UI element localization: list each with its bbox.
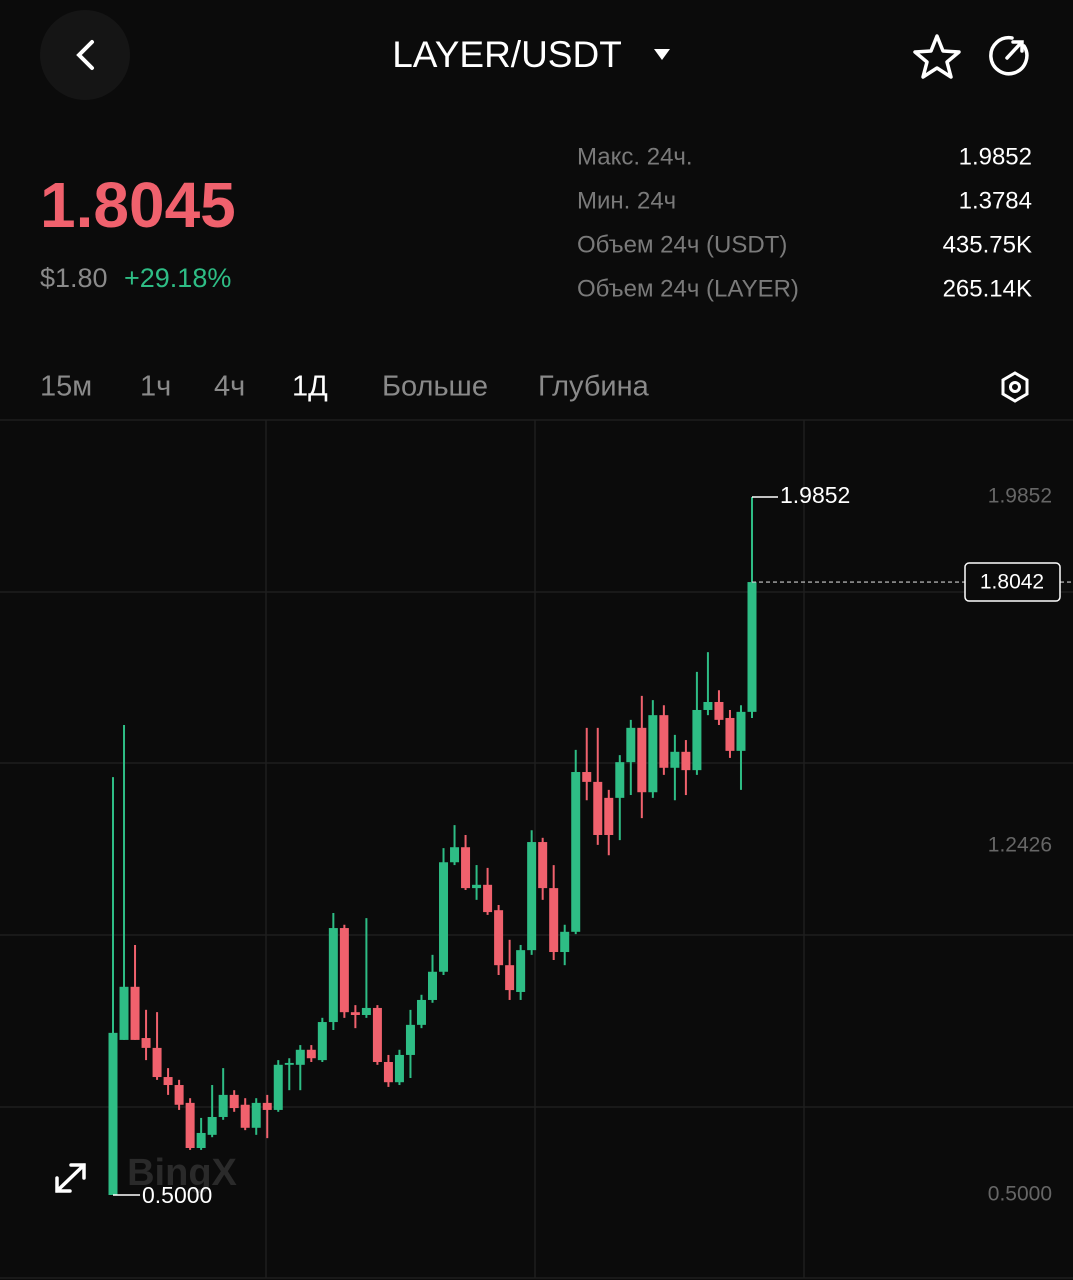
candle-body [207,1116,217,1135]
timeframe-tab[interactable]: Глубина [538,371,650,403]
candle-body [273,1064,283,1110]
candle-body [560,931,570,953]
expand-icon[interactable] [55,1163,86,1193]
watermark: BingX [127,1152,237,1194]
settings-icon[interactable] [1001,371,1029,403]
candles: 1.9852 1.2426 0.5000 1.9852 0.5000 1.8042 [108,482,1073,1208]
favorite-icon[interactable] [913,34,961,79]
candle-body [527,842,537,951]
last-price: 1.8045 [40,169,236,241]
candle-body [328,928,338,1023]
candle-body [483,884,493,913]
candle-body [703,701,713,710]
timeframe-tab[interactable]: Больше [382,371,488,403]
stats: Макс. 24ч. 1.9852 Мин. 24ч 1.3784 Объем 24ч … [577,143,1032,302]
stat-label: Макс. 24ч. [577,143,693,170]
candle-body [670,751,680,768]
candle-body [450,847,460,863]
stat-value: 435.75K [943,231,1032,258]
candle-body [196,1132,206,1149]
candle-body [505,965,515,991]
y-tick-label: 0.5000 [988,1183,1052,1206]
candle-body [262,1102,272,1110]
dropdown-icon[interactable] [654,49,670,60]
timeframe-tab[interactable]: 15м [40,371,92,403]
candle-body [394,1054,404,1083]
candle-body [130,986,140,1040]
pair-title[interactable]: LAYER/USDT [392,34,622,75]
candle-body [736,711,746,751]
candle-body [637,727,647,793]
candle-body [174,1085,184,1105]
candle-body [350,1012,360,1015]
candle-body [306,1049,316,1059]
timeframe-tab[interactable]: 1Д [292,371,328,403]
candle-body [295,1049,305,1065]
candle-body [571,772,581,932]
candle-body [439,862,449,972]
candle-body [681,751,691,771]
candle-body [218,1094,228,1117]
candle-body [549,888,559,953]
stat-label: Объем 24ч (USDT) [577,231,787,258]
candle-body [472,884,482,889]
candle-body [185,1102,195,1149]
candle-body [416,999,426,1025]
candle-body [582,772,592,782]
y-tick-label: 1.2426 [988,834,1052,857]
candle-body [648,715,658,793]
candle-body [284,1062,294,1065]
candle-body [516,950,526,992]
candle-body [405,1024,415,1055]
timeframe-tab[interactable]: 4ч [214,371,245,403]
candle-body [725,717,735,751]
candle-body [317,1022,327,1061]
candle-body [108,1032,118,1196]
candle-body [494,910,504,966]
candle-body [692,709,702,771]
tabs: 15м 1ч 4ч 1Д Больше Глубина [40,371,650,403]
candle-body [163,1077,173,1086]
last-price-tag [964,562,1061,602]
candle-body [361,1007,371,1015]
candle-body [339,928,349,1013]
stat-label: Объем 24ч (LAYER) [577,275,799,302]
chart-grid [0,419,1073,1279]
candle-body [141,1038,151,1048]
candle-body [593,781,603,835]
candle-body [119,986,129,1040]
candle-body [604,797,614,835]
candle-body [461,847,471,889]
candle-body [538,842,548,889]
high-marker-label: 1.9852 [780,482,850,508]
usd-price: $1.80 [40,263,108,293]
candle-body [383,1061,393,1083]
candle-body [229,1094,239,1109]
stat-value: 1.3784 [959,187,1032,214]
stat-value: 1.9852 [959,143,1032,170]
price-change: +29.18% [124,263,231,293]
timeframe-tab[interactable]: 1ч [140,371,171,403]
last-price-label: 1.8042 [980,571,1044,594]
share-icon[interactable] [989,35,1029,76]
candle-body [152,1047,162,1078]
candle-body [372,1007,382,1062]
candle-body [659,715,669,768]
candle-body [714,701,724,720]
candle-body [428,971,437,1000]
candle-body [626,727,636,763]
stat-label: Мин. 24ч [577,187,676,214]
candle-body [615,762,625,798]
back-icon [76,40,94,70]
candle-body [747,582,757,712]
candle-body [251,1102,261,1128]
back-button[interactable] [40,10,130,100]
y-tick-label: 1.9852 [988,485,1052,508]
candle-body [240,1104,250,1128]
stat-value: 265.14K [943,275,1032,302]
share-arrow [1005,40,1024,60]
low-marker-label: 0.5000 [142,1182,212,1208]
